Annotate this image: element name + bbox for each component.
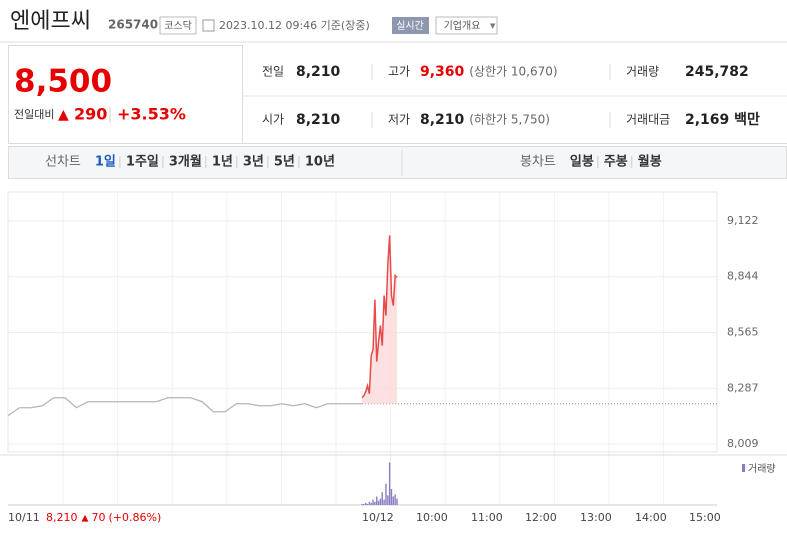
company[interactable]: 기업개요 <box>444 19 481 32</box>
tab[interactable]: 1년 <box>212 155 233 170</box>
volume-bar <box>385 483 387 505</box>
tab[interactable]: 10년 <box>305 155 335 170</box>
change-label: 전일대비 <box>14 107 54 121</box>
realtime-button[interactable] <box>392 17 429 34</box>
rate: +3.53% <box>117 105 186 124</box>
plot-frame <box>7 191 718 453</box>
realtime[interactable]: 실시간 <box>396 20 424 32</box>
x-tick-label: 10/12 <box>362 511 394 524</box>
x-tick-label: 14:00 <box>635 511 667 524</box>
y-tick-label: 8,844 <box>727 270 759 283</box>
x-tick-label: 15:00 <box>689 511 721 524</box>
x-tick-label: 11:00 <box>471 511 503 524</box>
volume-bar <box>396 498 398 505</box>
volume-legend-key <box>742 464 745 472</box>
tab[interactable]: 5년 <box>274 155 295 170</box>
summary-label: 고가 <box>388 65 410 79</box>
volume-bar <box>370 502 372 505</box>
volume-bar <box>366 503 369 505</box>
summary-value: 245,782 <box>685 64 749 80</box>
company-button[interactable] <box>435 16 498 35</box>
x-tick-label: 13:00 <box>580 511 612 524</box>
footer-close: 8,210 <box>46 511 78 524</box>
dropdown-arrow: ▼ <box>490 22 496 30</box>
summary-label: 거래량 <box>626 65 659 79</box>
summary-extra: (상한가 10,670) <box>469 65 557 79</box>
volume-bar <box>364 502 367 505</box>
y-tick-label: 8,009 <box>727 437 759 450</box>
volume-bar <box>392 496 395 505</box>
summary: 전일 8,210 고가 9,360 (상한가 10,670) 거래량 245,782 시가 8,… <box>262 64 760 128</box>
volume-bar <box>381 492 383 505</box>
summary-label: 거래대금 <box>626 113 670 127</box>
market: 코스닥 <box>164 20 192 32</box>
summary-extra: (하한가 5,750) <box>469 113 550 127</box>
volume-bar <box>388 462 391 505</box>
tab[interactable]: 일봉 <box>570 155 594 170</box>
tab: 봉차트 <box>520 155 556 170</box>
x-tick-label: 10:00 <box>416 511 448 524</box>
chart: 8,009 8,287 8,565 8,844 9,122 거래량 10/11 10/12 10… <box>0 191 787 524</box>
x-tick-label: 10/11 <box>8 511 40 524</box>
up-arrow: ▲ <box>58 107 69 123</box>
market-badge <box>159 16 197 35</box>
volume-bar <box>377 500 380 505</box>
stock-name: 엔에프씨 <box>10 9 91 34</box>
tab[interactable]: 월봉 <box>638 154 662 170</box>
volume-bar <box>363 503 365 505</box>
tab[interactable]: 3개월 <box>169 154 202 170</box>
current-price: 8,500 <box>14 64 112 100</box>
price-box <box>8 45 243 144</box>
calendar-icon <box>202 19 215 32</box>
change: 290 <box>74 105 107 124</box>
volume-bar <box>383 499 385 505</box>
up-arrow: ▲ <box>82 514 89 524</box>
summary-value: 9,360 <box>420 64 465 80</box>
volume-bar <box>368 501 371 505</box>
summary-value: 8,210 <box>296 112 341 128</box>
price-line <box>361 235 398 399</box>
volume-bar <box>390 489 393 505</box>
summary-value: 8,210 <box>420 112 465 128</box>
tab[interactable]: 1일 <box>95 155 116 170</box>
volume-bar <box>376 496 378 505</box>
y-tick-label: 9,122 <box>727 214 759 227</box>
volume-bar <box>379 498 382 505</box>
volume-bar <box>374 501 376 505</box>
summary-value: 8,210 <box>296 64 341 80</box>
y-tick-label: 8,565 <box>727 326 759 339</box>
tab: 선차트 <box>45 155 81 170</box>
stock-code: 265740 <box>108 18 158 32</box>
footer-change: 70 <box>92 511 106 524</box>
volume-bar <box>361 503 363 505</box>
summary-label: 시가 <box>262 113 284 127</box>
volume-legend: 거래량 <box>748 463 776 475</box>
tab[interactable]: 3년 <box>243 155 264 170</box>
summary-label: 전일 <box>262 65 284 79</box>
summary-label: 저가 <box>388 113 410 127</box>
area <box>362 235 397 404</box>
volume-bar <box>387 495 389 505</box>
summary-value: 2,169 백만 <box>685 112 760 128</box>
y-tick-label: 8,287 <box>727 381 759 394</box>
datetime: 2023.10.12 09:46 기준(장중) <box>219 19 370 32</box>
volume-bar <box>372 499 374 505</box>
volume-bar <box>394 494 396 505</box>
tab[interactable]: 1주일 <box>126 155 159 170</box>
tabs: 선차트 1일 1주일 3개월 1년 3년 5년 10년 봉차트 일봉 주봉 월봉 <box>45 154 662 170</box>
tab[interactable]: 주봉 <box>604 155 628 170</box>
x-tick-label: 12:00 <box>525 511 557 524</box>
footer-rate: (+0.86%) <box>109 511 162 524</box>
price-line <box>7 397 362 417</box>
